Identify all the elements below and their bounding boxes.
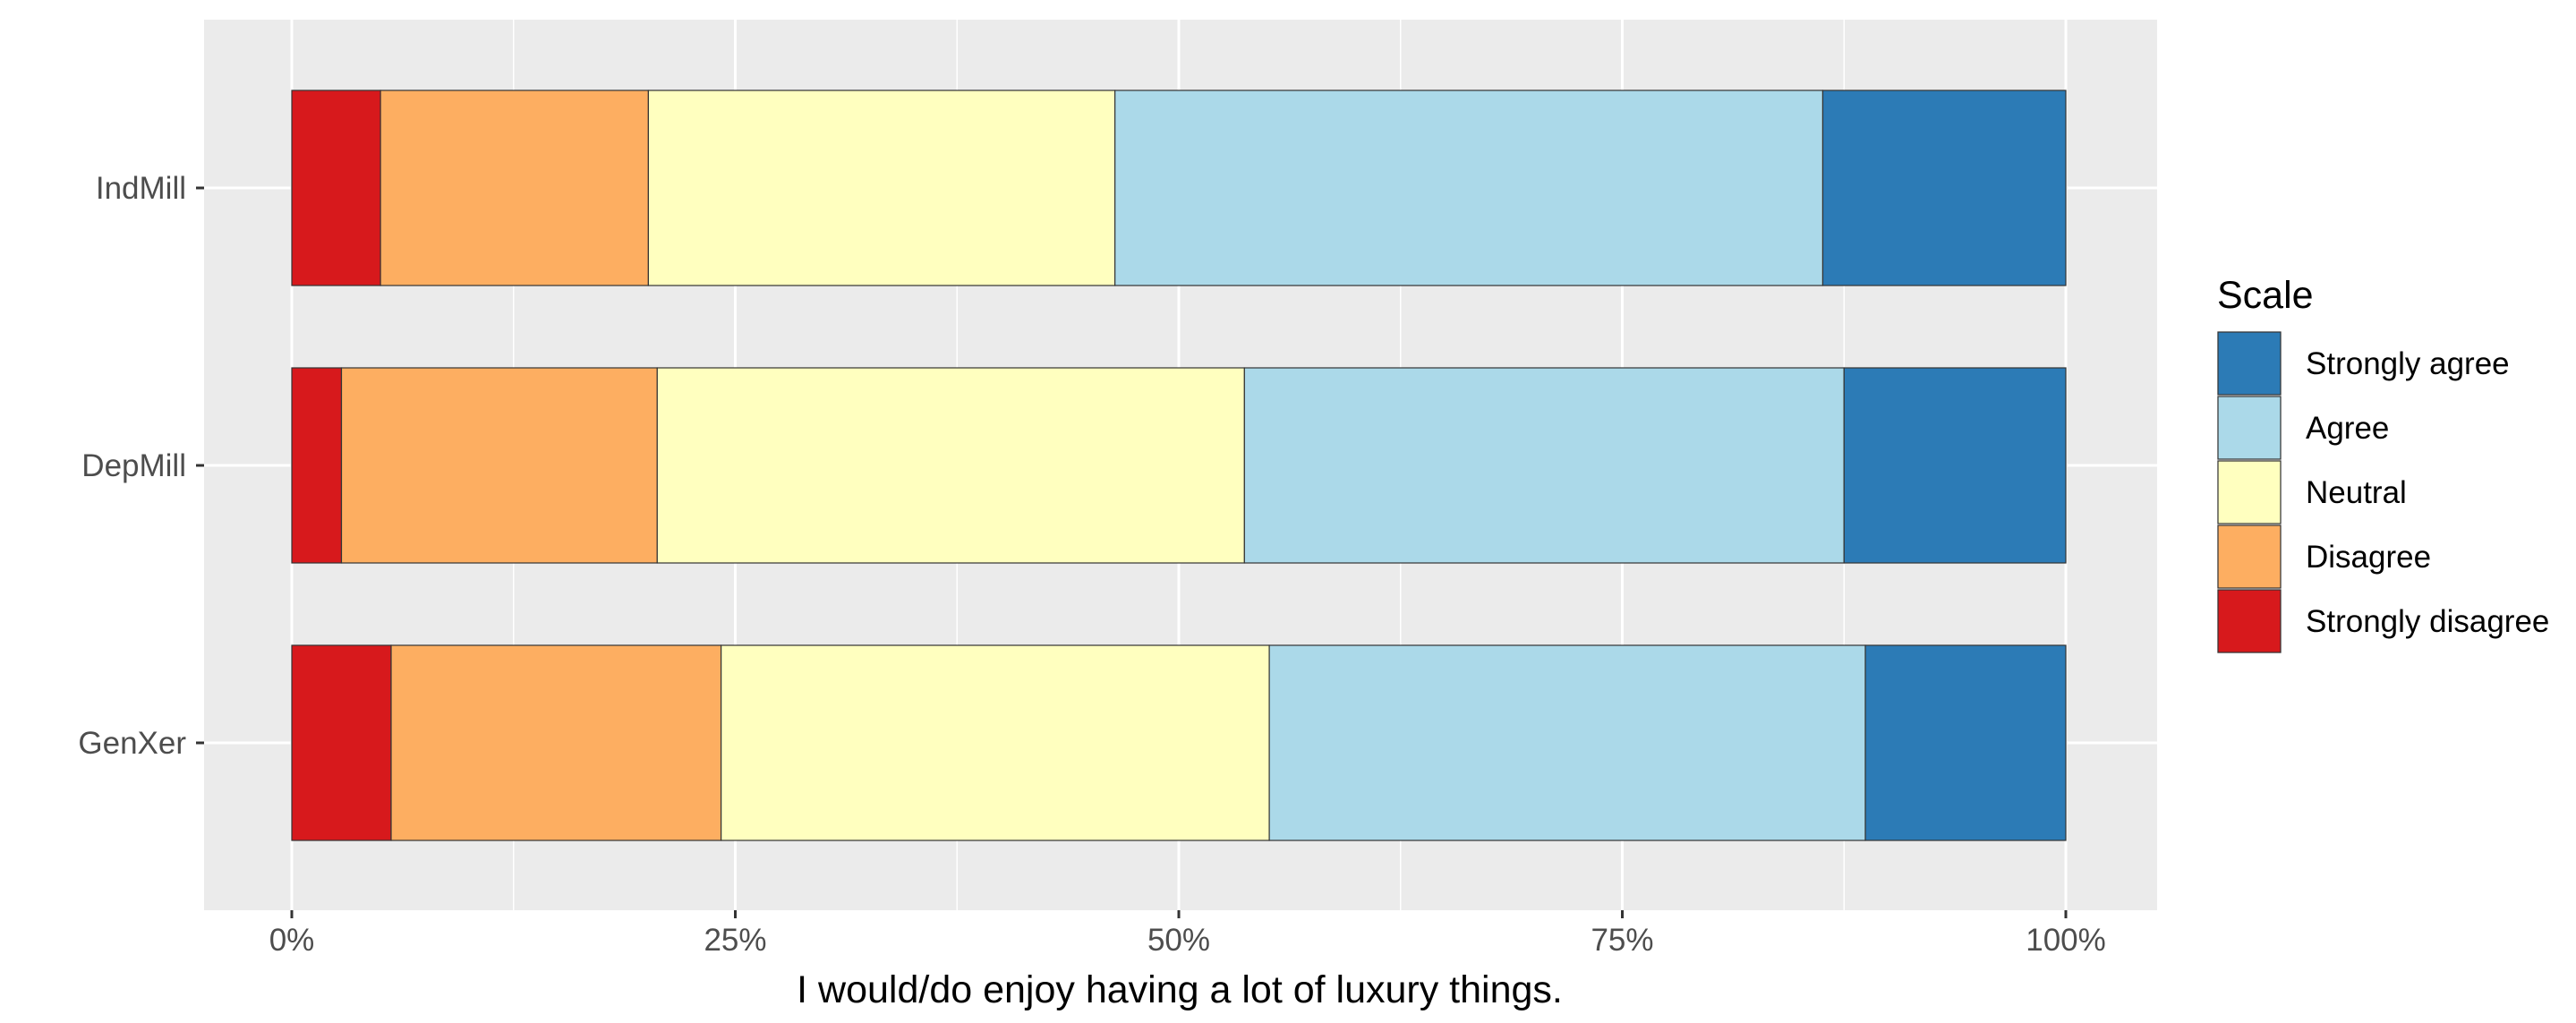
legend-title: Scale xyxy=(2217,274,2314,317)
x-axis-tick-label: 25% xyxy=(704,923,766,958)
y-axis-tick-label: DepMill xyxy=(81,448,186,483)
legend-key xyxy=(2217,460,2282,524)
legend-key xyxy=(2217,589,2282,653)
bar-segment xyxy=(1843,367,2067,564)
x-axis-tick-label: 50% xyxy=(1147,923,1210,958)
legend-label: Strongly agree xyxy=(2306,346,2510,381)
bar-segment xyxy=(1243,367,1845,564)
bar-segment xyxy=(291,644,392,841)
legend-label: Agree xyxy=(2306,411,2389,446)
bar-segment xyxy=(291,90,381,286)
x-axis-tick-label: 100% xyxy=(2026,923,2106,958)
legend-key xyxy=(2217,524,2282,589)
bar-segment xyxy=(340,367,658,564)
y-axis-tick-label: IndMill xyxy=(96,171,186,206)
bar-segment xyxy=(390,644,722,841)
legend-label: Neutral xyxy=(2306,475,2407,510)
y-axis-tick-label: GenXer xyxy=(78,726,186,761)
x-axis: 0% 25% 50% 75% 100% xyxy=(269,910,2106,958)
x-axis-tick-label: 75% xyxy=(1591,923,1653,958)
legend-label: Disagree xyxy=(2306,540,2431,575)
bar-segment xyxy=(291,367,343,564)
x-axis-tick-label: 0% xyxy=(269,923,315,958)
bars xyxy=(291,90,2067,841)
bar-segment xyxy=(721,644,1270,841)
bar-segment xyxy=(1821,90,2067,286)
x-axis-title: I would/do enjoy having a lot of luxury … xyxy=(797,968,1563,1011)
bar-segment xyxy=(647,90,1116,286)
legend-label: Strongly disagree xyxy=(2306,604,2549,639)
bar-segment xyxy=(1114,90,1824,286)
bar-segment xyxy=(1864,644,2067,841)
legend-key xyxy=(2217,331,2282,396)
legend-key xyxy=(2217,396,2282,460)
bar-segment xyxy=(380,90,649,286)
legend: Scale Strongly agree Agree Neutral Disagree… xyxy=(2217,274,2549,653)
bar-segment xyxy=(1268,644,1866,841)
y-axis: IndMill DepMill GenXer xyxy=(78,171,204,761)
bar-segment xyxy=(656,367,1245,564)
